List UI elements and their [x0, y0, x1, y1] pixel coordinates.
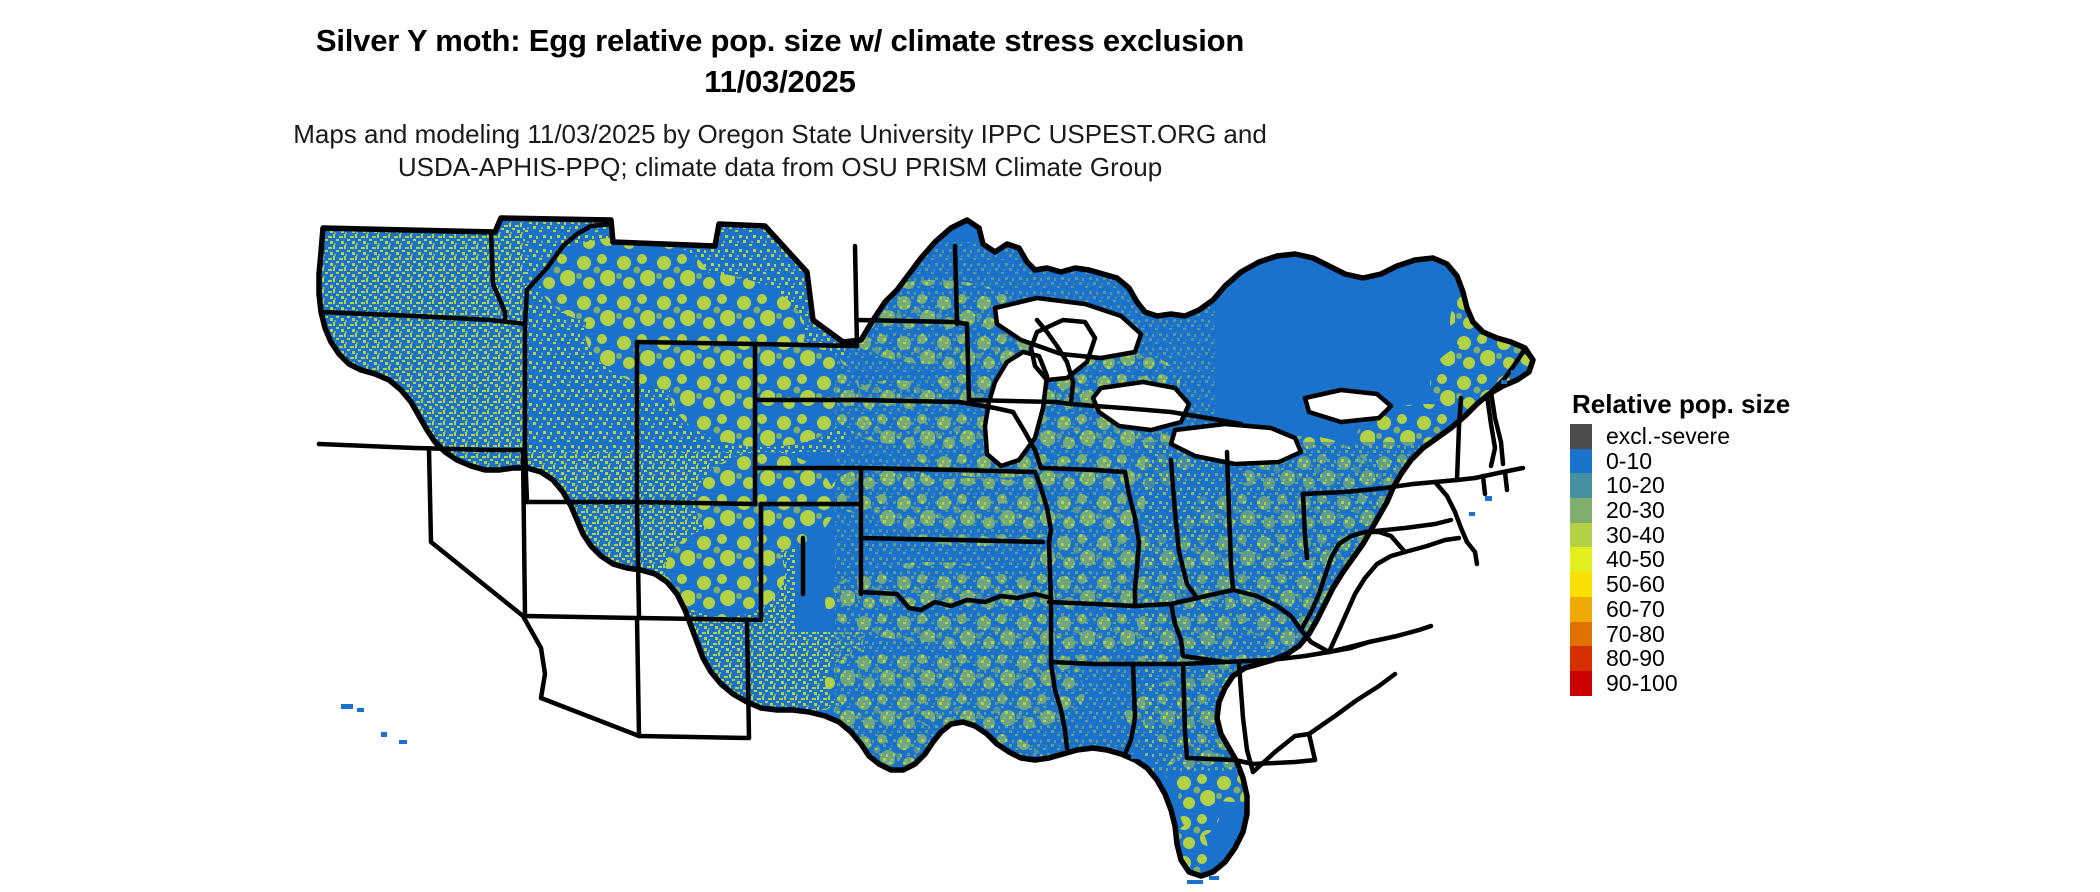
legend-label: 70-80: [1606, 620, 1665, 647]
title-line-1: Silver Y moth: Egg relative pop. size w/…: [315, 23, 1245, 58]
legend-row[interactable]: 30-40: [1570, 523, 1970, 548]
legend-color-swatch: [1570, 424, 1592, 449]
legend-label: 80-90: [1606, 645, 1665, 672]
subtitle-line-1: Maps and modeling 11/03/2025 by Oregon S…: [293, 119, 1267, 149]
legend-color-swatch: [1570, 473, 1592, 499]
conus-choropleth-map[interactable]: [295, 212, 1565, 884]
legend-label: 60-70: [1606, 595, 1665, 622]
legend-color-swatch: [1570, 621, 1592, 647]
map-svg[interactable]: [295, 212, 1565, 884]
legend-row[interactable]: 0-10: [1570, 447, 1970, 474]
legend-label: 30-40: [1606, 521, 1665, 548]
title-line-2: 11/03/2025: [704, 64, 856, 99]
legend-color-swatch: [1570, 596, 1592, 622]
legend-title: Relative pop. size: [1572, 389, 1791, 419]
legend-label: 0-10: [1606, 447, 1653, 474]
legend-color-swatch: [1570, 448, 1592, 474]
legend-color-swatch: [1570, 646, 1592, 671]
legend-color-swatch: [1570, 522, 1592, 548]
legend-label: 10-20: [1606, 472, 1665, 499]
legend-label: excl.-severe: [1606, 423, 1730, 449]
legend-row[interactable]: 40-50: [1570, 546, 1970, 573]
legend-row[interactable]: 60-70: [1570, 597, 1970, 622]
legend-color-swatch: [1570, 498, 1592, 523]
legend-label: 20-30: [1606, 497, 1665, 524]
legend-label: 90-100: [1606, 669, 1678, 696]
legend-items: excl.-severe 0-10 10-20 20-30 30-40 40-50 50-6…: [1570, 424, 1970, 696]
map-legend: Relative pop. size excl.-severe 0-10 10-20…: [1570, 390, 1970, 696]
legend-row[interactable]: 70-80: [1570, 620, 1970, 647]
legend-row[interactable]: 10-20: [1570, 472, 1970, 499]
legend-label: 40-50: [1606, 546, 1665, 573]
coastal-water-specks: [341, 254, 1519, 884]
subtitle-line-2: USDA-APHIS-PPQ; climate data from OSU PR…: [397, 152, 1163, 182]
legend-color-swatch: [1570, 547, 1592, 573]
legend-row[interactable]: 50-60: [1570, 572, 1970, 597]
legend-label: 50-60: [1606, 571, 1665, 598]
legend-row[interactable]: 90-100: [1570, 671, 1970, 696]
legend-color-swatch: [1570, 572, 1592, 597]
legend-row[interactable]: excl.-severe: [1570, 424, 1970, 449]
page-subtitle: Maps and modeling 11/03/2025 by Oregon S…: [0, 118, 1560, 184]
state-boundaries: [316, 215, 1536, 879]
legend-color-swatch: [1570, 670, 1592, 696]
page-title: Silver Y moth: Egg relative pop. size w/…: [0, 20, 1560, 102]
legend-row[interactable]: 80-90: [1570, 646, 1970, 671]
legend-row[interactable]: 20-30: [1570, 498, 1970, 523]
